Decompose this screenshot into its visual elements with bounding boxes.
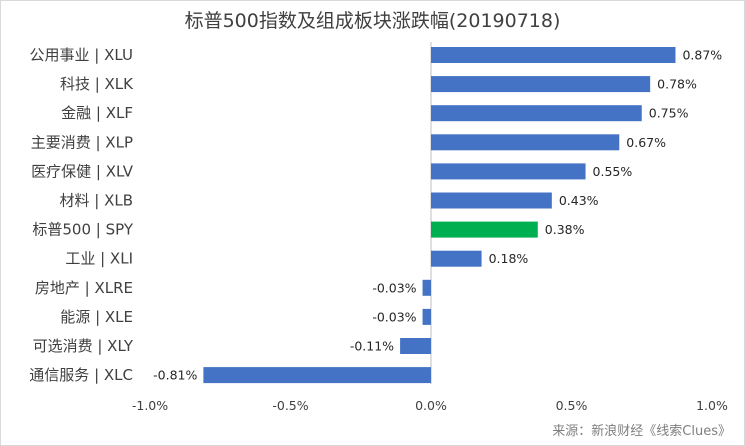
- x-tick-label-0: -1.0%: [132, 398, 168, 413]
- category-label-7: 工业 | XLI: [65, 250, 133, 268]
- bar-6: [431, 221, 538, 238]
- value-label-8: -0.03%: [372, 280, 416, 295]
- category-label-4: 医疗保健 | XLV: [31, 162, 134, 180]
- bar-1: [431, 76, 651, 93]
- bar-5: [431, 192, 552, 209]
- category-label-10: 可选消费 | XLY: [33, 337, 134, 355]
- category-label-2: 金融 | XLF: [61, 104, 133, 122]
- x-tick-label-1: -0.5%: [272, 398, 308, 413]
- value-label-5: 0.43%: [559, 193, 599, 208]
- bar-0: [431, 47, 676, 63]
- value-label-1: 0.78%: [657, 77, 697, 92]
- bar-11: [203, 367, 431, 384]
- category-label-6: 标普500 | SPY: [32, 221, 133, 239]
- x-tick-label-3: 0.5%: [556, 398, 588, 413]
- value-label-4: 0.55%: [593, 164, 633, 179]
- bar-8: [422, 279, 431, 296]
- bar-7: [431, 250, 482, 267]
- category-label-0: 公用事业 | XLU: [30, 46, 133, 64]
- value-label-11: -0.81%: [153, 368, 197, 383]
- value-label-10: -0.11%: [350, 339, 394, 354]
- bar-10: [400, 338, 431, 354]
- category-label-5: 材料 | XLB: [59, 192, 133, 210]
- value-label-7: 0.18%: [489, 251, 529, 266]
- x-tick-label-2: 0.0%: [415, 398, 447, 413]
- bar-2: [431, 105, 642, 122]
- value-label-0: 0.87%: [682, 48, 722, 63]
- value-label-2: 0.75%: [649, 106, 689, 121]
- category-label-3: 主要消费 | XLP: [31, 133, 133, 151]
- bar-4: [431, 163, 586, 180]
- bar-9: [422, 308, 431, 325]
- value-label-6: 0.38%: [545, 222, 585, 237]
- source-note: 来源：新浪财经《线索Clues》: [552, 424, 731, 439]
- chart-title: 标普500指数及组成板块涨跌幅(20190718): [184, 10, 561, 32]
- x-tick-label-4: 1.0%: [696, 398, 728, 413]
- value-label-3: 0.67%: [626, 135, 666, 150]
- category-label-1: 科技 | XLK: [60, 75, 134, 93]
- value-label-9: -0.03%: [372, 309, 416, 324]
- category-label-8: 房地产 | XLRE: [35, 279, 133, 297]
- category-label-9: 能源 | XLE: [60, 308, 133, 326]
- bar-3: [431, 134, 620, 151]
- category-label-11: 通信服务 | XLC: [29, 366, 133, 384]
